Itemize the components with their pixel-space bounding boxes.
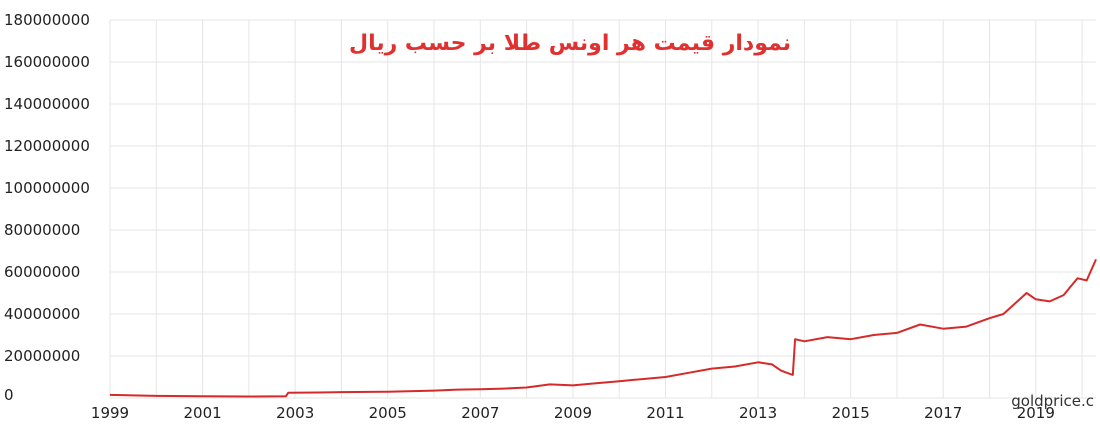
x-tick-label: 2009 xyxy=(554,404,592,422)
chart-title: نمودار قیمت هر اونس طلا بر حسب ریال xyxy=(349,31,791,56)
source-credit: goldprice.c xyxy=(1011,392,1094,410)
x-tick-label: 2017 xyxy=(924,404,962,422)
y-tick-label: 160000000 xyxy=(4,53,90,71)
y-tick-label: 100000000 xyxy=(4,179,90,197)
x-tick-label: 2005 xyxy=(369,404,407,422)
x-tick-label: 2007 xyxy=(461,404,499,422)
gold-price-line xyxy=(109,258,1097,398)
y-tick-label: 80000000 xyxy=(4,221,80,239)
x-tick-label: 2001 xyxy=(183,404,221,422)
x-tick-label: 1999 xyxy=(91,404,129,422)
x-tick-label: 2011 xyxy=(646,404,684,422)
x-tick-label: 2019 xyxy=(1017,404,1055,422)
y-tick-label: 180000000 xyxy=(4,11,90,29)
y-tick-label: 0 xyxy=(4,386,14,404)
x-tick-label: 2013 xyxy=(739,404,777,422)
y-tick-label: 120000000 xyxy=(4,137,90,155)
x-axis-ticks: 1999 2001 2003 2005 2007 2009 2011 2013 2015 2017… xyxy=(91,404,1055,422)
x-tick-label: 2003 xyxy=(276,404,314,422)
y-tick-label: 40000000 xyxy=(4,305,80,323)
y-tick-label: 20000000 xyxy=(4,347,80,365)
y-tick-label: 140000000 xyxy=(4,95,90,113)
grid xyxy=(109,19,1096,399)
y-axis-ticks: 0 20000000 40000000 60000000 80000000 1000000… xyxy=(4,11,90,404)
x-tick-label: 2015 xyxy=(832,404,870,422)
y-tick-label: 60000000 xyxy=(4,263,80,281)
series-layer xyxy=(109,258,1097,398)
